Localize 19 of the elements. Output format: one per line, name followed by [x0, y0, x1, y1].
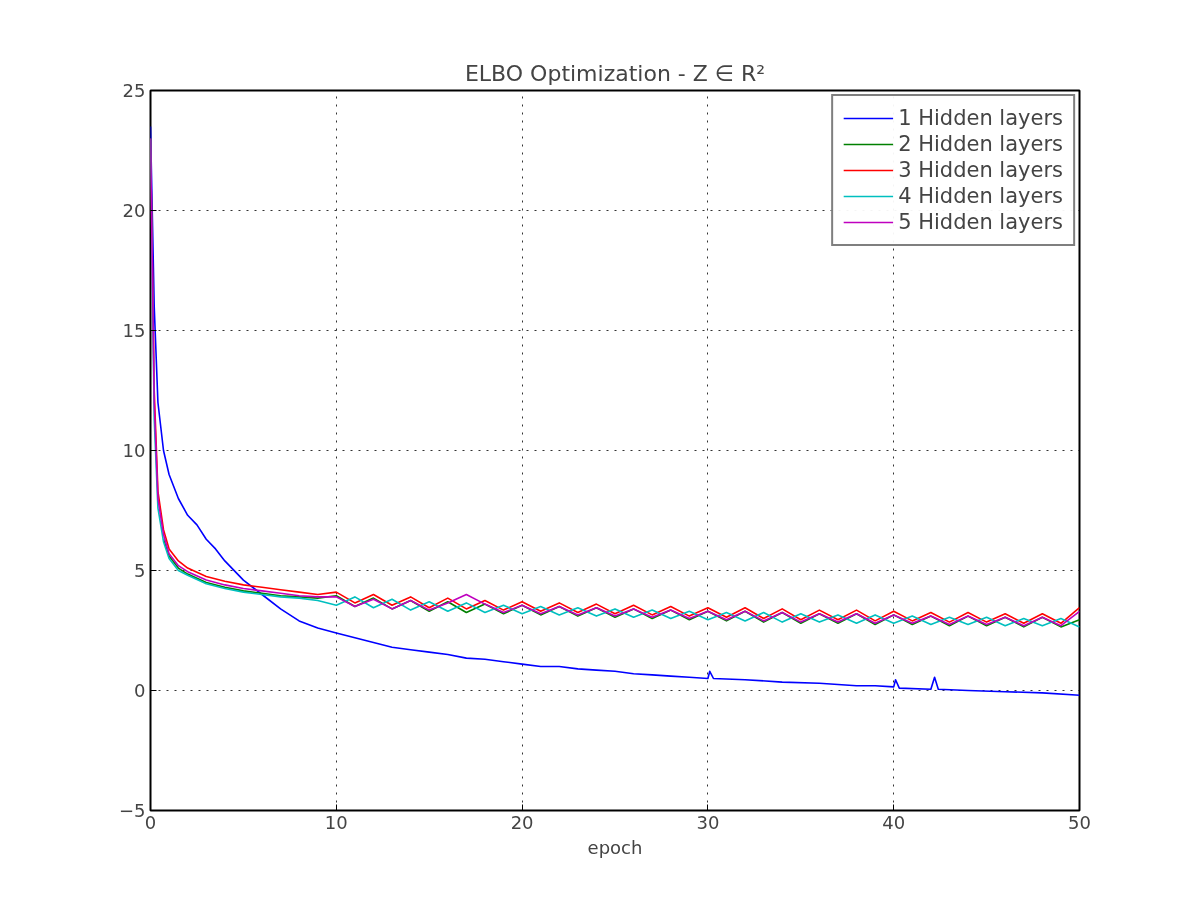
x-axis-title: epoch — [587, 836, 643, 858]
x-tick-label: 20 — [510, 811, 534, 833]
y-tick-label: 5 — [134, 560, 146, 581]
y-tick-label: 10 — [122, 440, 146, 461]
y-tick-label: −5 — [118, 800, 146, 821]
y-tick-label: 20 — [122, 200, 146, 221]
legend-label: 3 Hidden layers — [898, 158, 1063, 182]
x-tick-label: 40 — [882, 811, 906, 833]
y-tick-label: 0 — [134, 680, 146, 701]
y-tick-label: 15 — [122, 320, 146, 341]
legend-label: 5 Hidden layers — [898, 210, 1063, 234]
legend-label: 4 Hidden layers — [898, 184, 1063, 208]
legend-label: 2 Hidden layers — [898, 132, 1063, 156]
x-tick-label: 50 — [1068, 811, 1091, 833]
x-tick-label: 30 — [696, 811, 720, 833]
legend-label: 1 Hidden layers — [898, 106, 1063, 130]
y-tick-label: 25 — [122, 80, 146, 101]
x-tick-label: 10 — [324, 811, 348, 833]
chart-title: ELBO Optimization - Z ∈ R² — [464, 60, 766, 86]
